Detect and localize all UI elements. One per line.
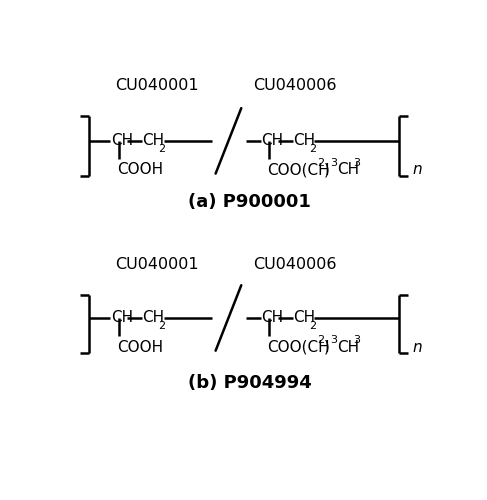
Text: (a) P900001: (a) P900001 xyxy=(188,194,311,212)
Text: COOH: COOH xyxy=(117,340,163,354)
Text: 2: 2 xyxy=(317,158,324,168)
Text: ): ) xyxy=(324,340,330,354)
Text: (b) P904994: (b) P904994 xyxy=(187,374,312,392)
Text: CU040001: CU040001 xyxy=(115,257,199,272)
Text: CU040001: CU040001 xyxy=(115,78,199,92)
Text: 2: 2 xyxy=(158,322,166,332)
Text: 2: 2 xyxy=(317,335,324,345)
Text: CH: CH xyxy=(262,310,283,326)
Text: CH: CH xyxy=(111,310,133,326)
Text: CH: CH xyxy=(337,340,359,354)
Text: CH: CH xyxy=(111,134,133,148)
Text: COOH: COOH xyxy=(117,162,163,178)
Text: CH: CH xyxy=(142,310,165,326)
Text: COO(CH: COO(CH xyxy=(267,162,330,178)
Text: 3: 3 xyxy=(330,335,337,345)
Text: ): ) xyxy=(324,162,330,178)
Text: CU040006: CU040006 xyxy=(253,78,337,92)
Text: 3: 3 xyxy=(330,158,337,168)
Text: COO(CH: COO(CH xyxy=(267,340,330,354)
Text: CH: CH xyxy=(262,134,283,148)
Text: 3: 3 xyxy=(353,158,360,168)
Text: CH: CH xyxy=(293,310,315,326)
Text: n: n xyxy=(412,340,422,354)
Text: 2: 2 xyxy=(309,144,316,154)
Text: 2: 2 xyxy=(309,322,316,332)
Text: CH: CH xyxy=(293,134,315,148)
Text: 3: 3 xyxy=(353,335,360,345)
Text: CH: CH xyxy=(337,162,359,178)
Text: CH: CH xyxy=(142,134,165,148)
Text: n: n xyxy=(412,162,422,178)
Text: CU040006: CU040006 xyxy=(253,257,337,272)
Text: 2: 2 xyxy=(158,144,166,154)
